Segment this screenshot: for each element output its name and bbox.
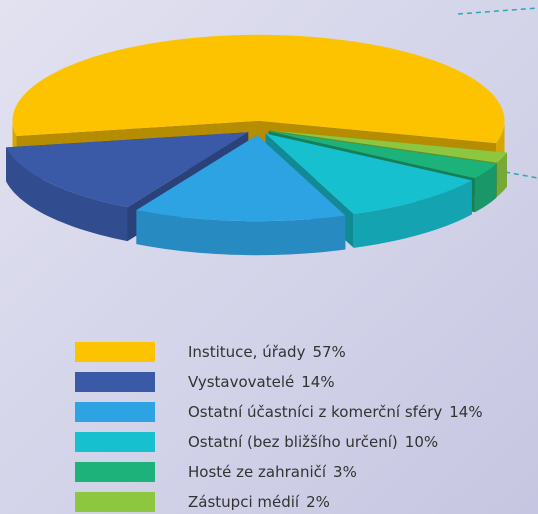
legend-value: 14% [449, 403, 482, 421]
slice [136, 135, 346, 222]
slice-side [474, 163, 497, 213]
slice-side [353, 180, 472, 248]
legend-swatch [75, 492, 155, 512]
legend-name: Instituce, úřady [188, 343, 306, 361]
legend-label: Instituce, úřady 57% [188, 343, 346, 361]
legend-value: 57% [312, 343, 345, 361]
legend-swatch [75, 432, 155, 452]
slice [268, 131, 497, 179]
legend-swatch [75, 372, 155, 392]
legend-label: Zástupci médií 2% [188, 493, 330, 511]
legend-value: 3% [333, 463, 357, 481]
legend-swatch [75, 462, 155, 482]
slice [265, 133, 472, 214]
legend-label: Vystavovatelé 14% [188, 373, 335, 391]
legend-value: 14% [301, 373, 334, 391]
legend: Instituce, úřady 57%Vystavovatelé 14%Ostat… [75, 342, 483, 512]
slice [6, 132, 249, 208]
slice [12, 34, 505, 144]
legend-label: Ostatní účastníci z komerční sféry 14% [188, 403, 483, 421]
legend-name: Hosté ze zahraničí [188, 463, 327, 481]
slice-side [136, 210, 346, 256]
slice-side [6, 147, 128, 242]
legend-swatch [75, 342, 155, 362]
legend-name: Ostatní (bez bližšího určení) [188, 433, 398, 451]
legend-value: 10% [405, 433, 438, 451]
legend-value: 2% [306, 493, 330, 511]
leader-line [504, 171, 538, 179]
legend-name: Ostatní účastníci z komerční sféry [188, 403, 442, 421]
slice [269, 130, 507, 163]
pie [6, 34, 507, 256]
leader-line [457, 7, 538, 15]
legend-name: Vystavovatelé [188, 373, 294, 391]
slice-side [497, 152, 507, 197]
legend-name: Zástupci médií [188, 493, 300, 511]
legend-label: Ostatní (bez bližšího určení) 10% [188, 433, 438, 451]
legend-label: Hosté ze zahraničí 3% [188, 463, 357, 481]
legend-swatch [75, 402, 155, 422]
